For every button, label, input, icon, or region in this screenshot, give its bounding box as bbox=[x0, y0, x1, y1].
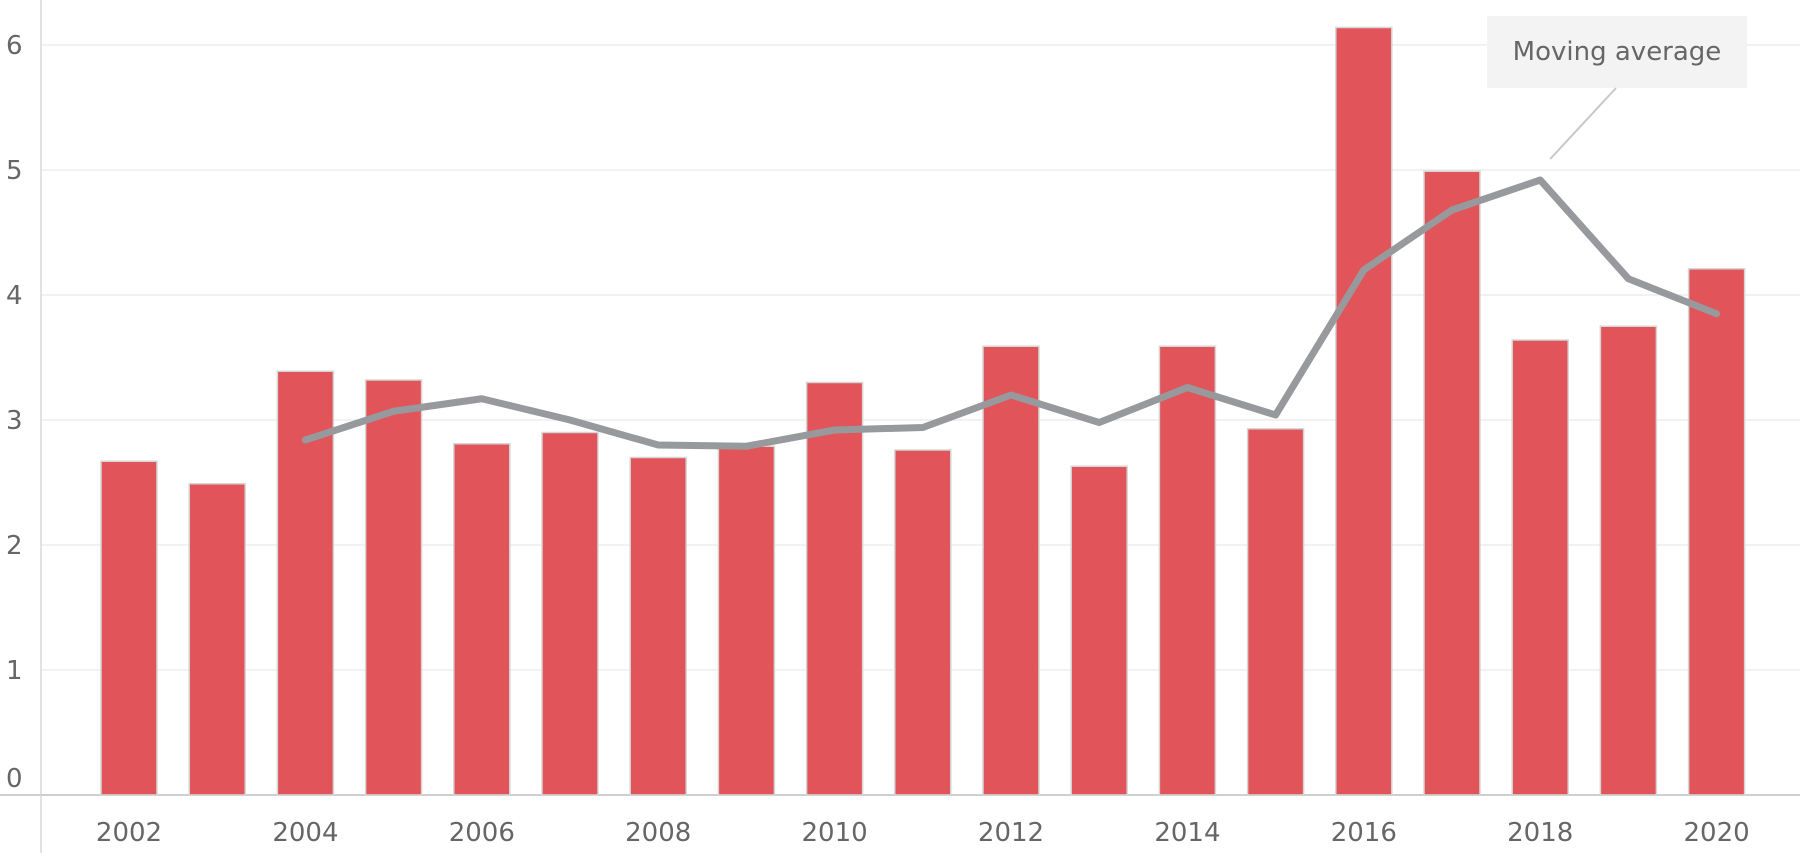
y-tick-1: 1 bbox=[6, 656, 23, 686]
annotation-layer: Moving average bbox=[1487, 16, 1747, 160]
bar-2009 bbox=[717, 445, 776, 796]
gridlines bbox=[41, 44, 1800, 671]
bar-2006 bbox=[453, 443, 511, 796]
bar-2016 bbox=[1335, 26, 1393, 796]
annotation-leader-line bbox=[1549, 87, 1617, 160]
x-axis-ticks: 2002 2004 2006 2008 2010 2012 2014 2016 2018 2020 bbox=[96, 818, 1750, 848]
y-tick-5: 5 bbox=[6, 156, 23, 186]
bar-2020 bbox=[1687, 268, 1746, 796]
bar-2008 bbox=[629, 456, 687, 796]
bar-2015 bbox=[1246, 428, 1305, 796]
bar-2014 bbox=[1158, 345, 1217, 796]
x-tick-2008: 2008 bbox=[625, 818, 691, 848]
bar-2018 bbox=[1511, 339, 1569, 796]
x-tick-2004: 2004 bbox=[272, 818, 338, 848]
x-tick-2002: 2002 bbox=[96, 818, 162, 848]
x-tick-2018: 2018 bbox=[1507, 818, 1573, 848]
moving-average-series bbox=[301, 176, 1721, 450]
y-tick-4: 4 bbox=[6, 281, 23, 311]
bar-2007 bbox=[541, 431, 599, 796]
y-tick-6: 6 bbox=[6, 31, 23, 61]
x-tick-2020: 2020 bbox=[1684, 818, 1750, 848]
bar-2003 bbox=[188, 483, 246, 796]
bar-2012 bbox=[982, 345, 1040, 796]
x-tick-2010: 2010 bbox=[802, 818, 868, 848]
x-tick-2012: 2012 bbox=[978, 818, 1044, 848]
x-tick-2016: 2016 bbox=[1331, 818, 1397, 848]
bar-2017 bbox=[1423, 170, 1481, 796]
bar-2010 bbox=[805, 381, 864, 796]
x-tick-2014: 2014 bbox=[1154, 818, 1220, 848]
bar-2005 bbox=[364, 379, 423, 796]
y-tick-0: 0 bbox=[6, 764, 23, 794]
annotation-box bbox=[1487, 16, 1747, 88]
bar-series bbox=[100, 26, 1746, 796]
moving-average-line bbox=[301, 176, 1721, 450]
y-tick-3: 3 bbox=[6, 406, 23, 436]
y-axis-ticks: 0 1 2 3 4 5 6 bbox=[6, 31, 23, 794]
bar-2013 bbox=[1070, 465, 1128, 796]
y-tick-2: 2 bbox=[6, 531, 23, 561]
bar-2011 bbox=[894, 449, 952, 796]
bar-2019 bbox=[1599, 325, 1658, 796]
annotation-moving-average: Moving average bbox=[1513, 37, 1722, 67]
bar-2002 bbox=[100, 460, 158, 796]
x-tick-2006: 2006 bbox=[449, 818, 515, 848]
